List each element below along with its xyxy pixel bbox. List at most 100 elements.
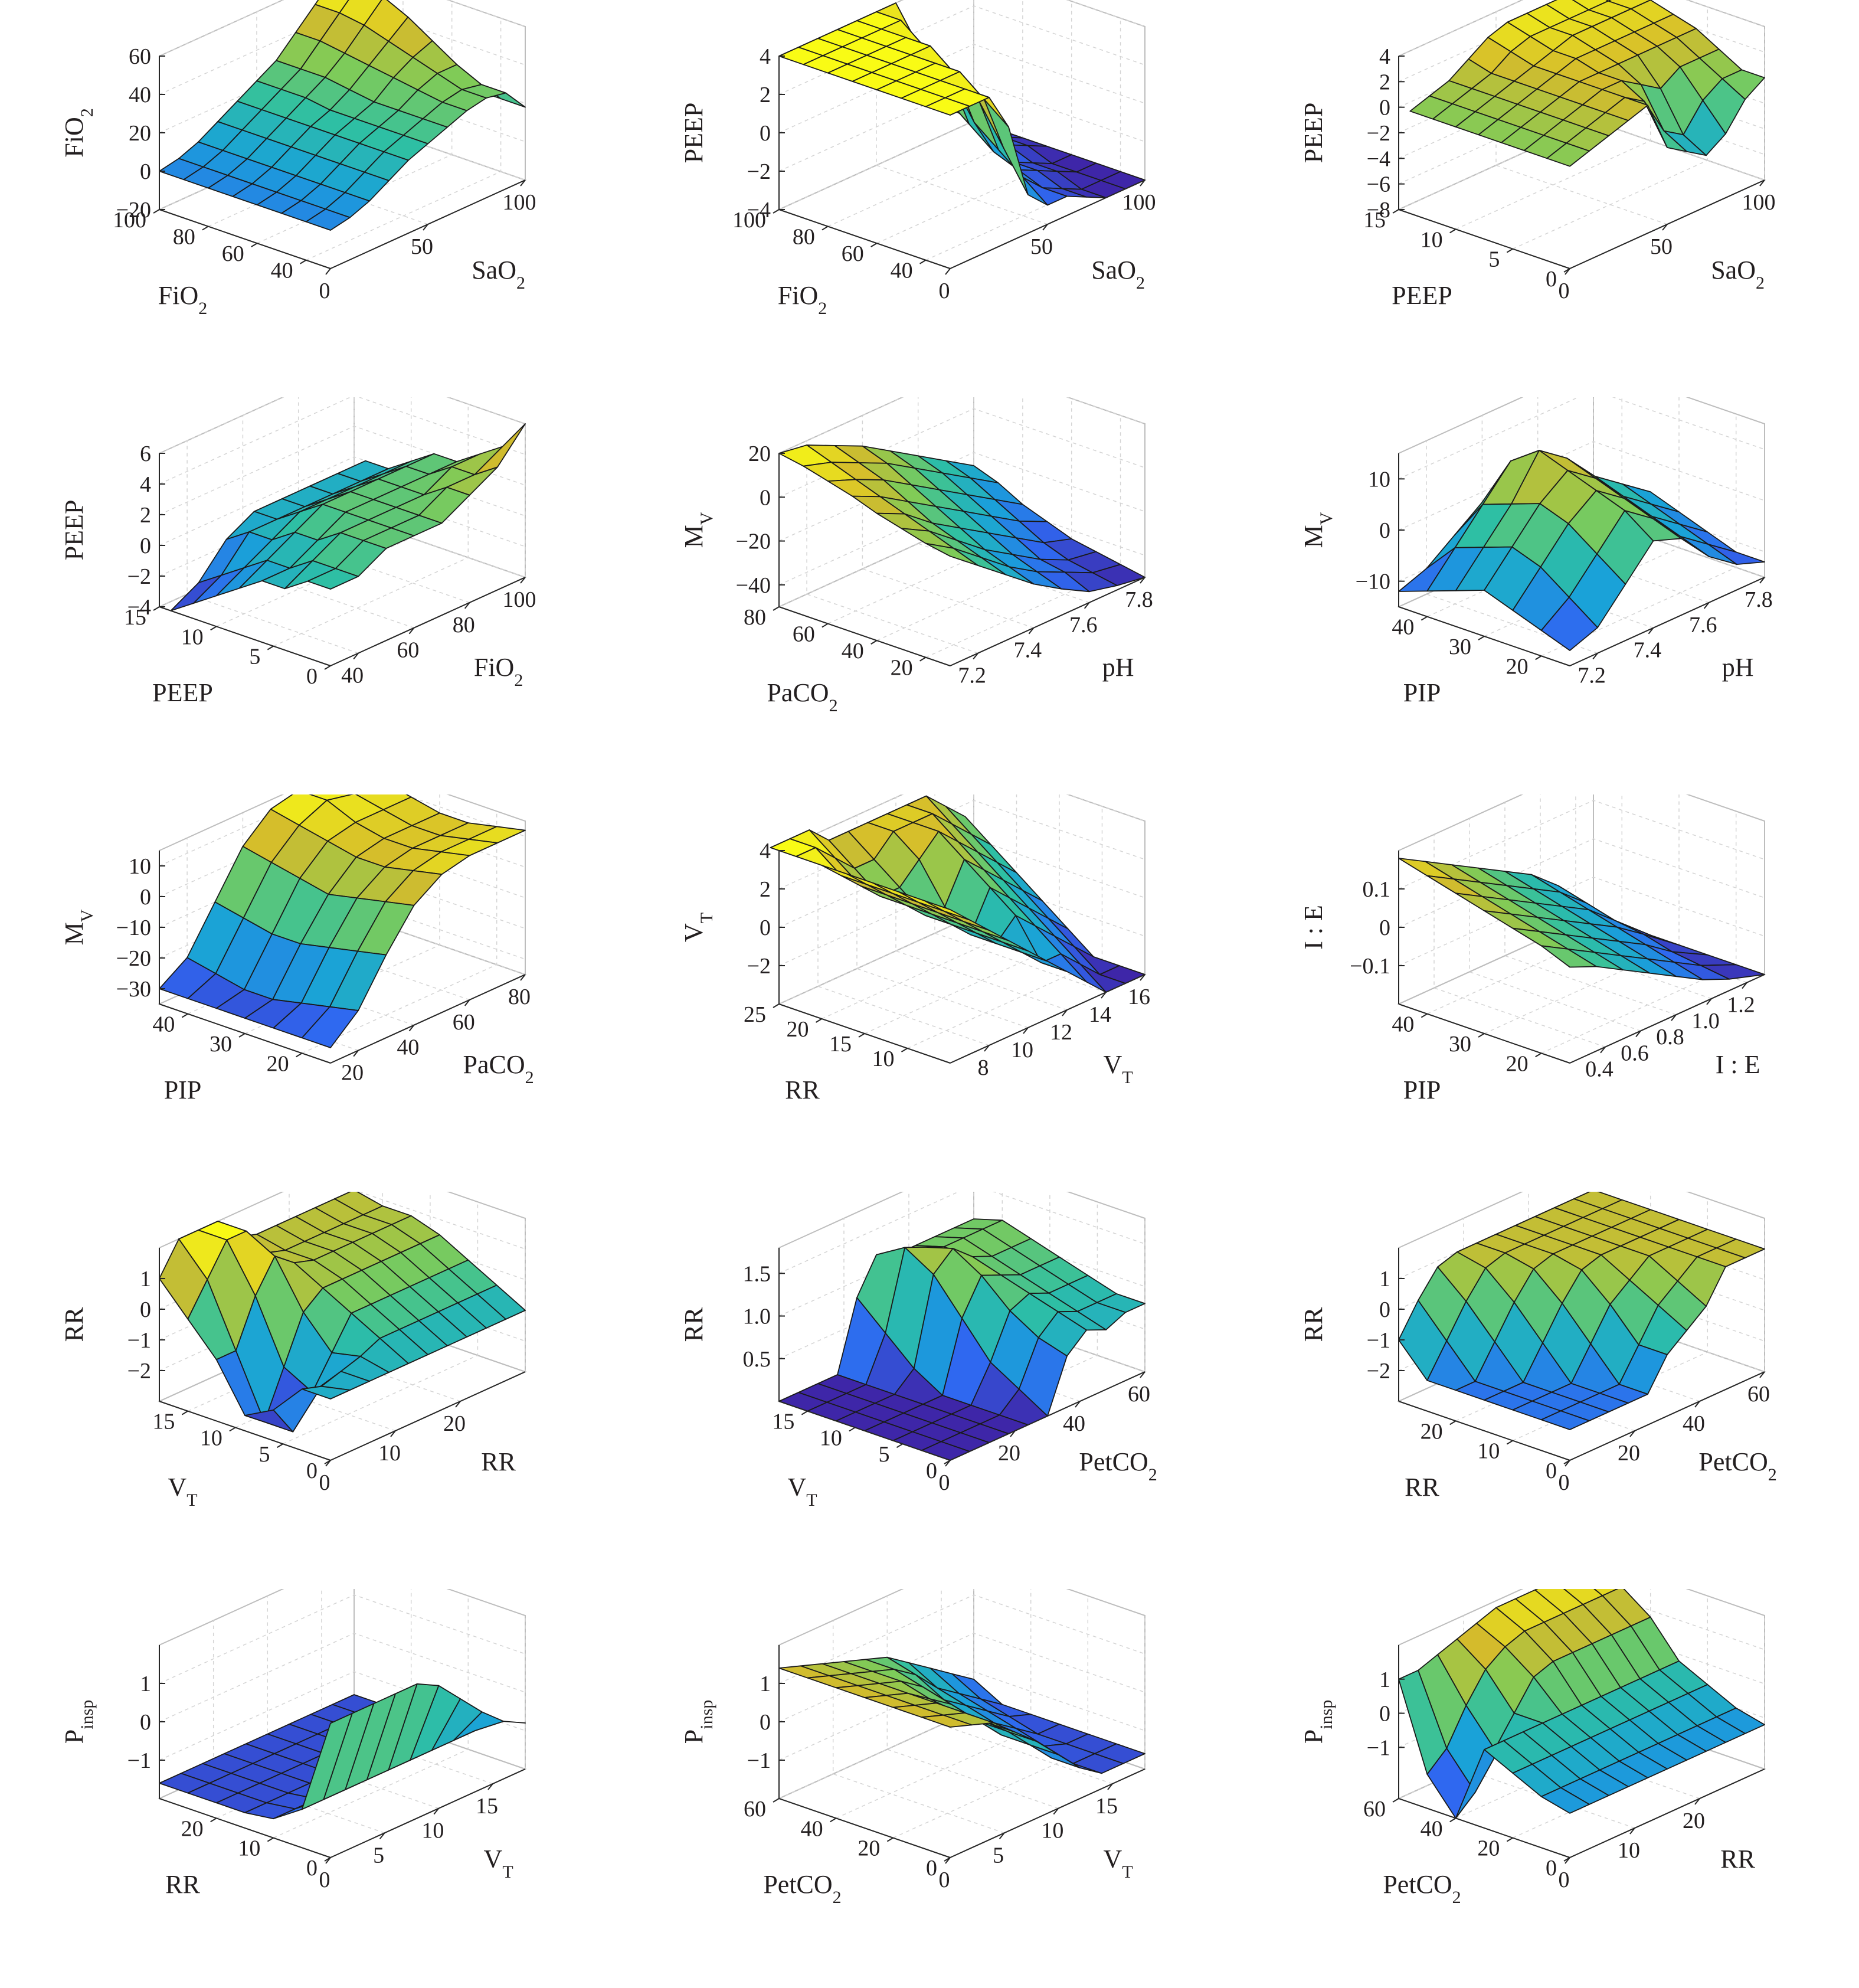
- x-tick-label: 7.8: [1125, 587, 1153, 612]
- y-tick: [251, 243, 258, 248]
- x-tick: [520, 577, 526, 584]
- z-tick-label: −4: [747, 198, 771, 223]
- y-axis-label-main: PEEP: [152, 678, 213, 707]
- gridline-x: [1540, 794, 1712, 999]
- z-tick-label: 0: [760, 121, 771, 146]
- x-axis-label-main: RR: [481, 1447, 516, 1476]
- surface-patch: [1540, 945, 1597, 968]
- gridline-x: [908, 1192, 1081, 1402]
- x-tick-label: 14: [1089, 1002, 1111, 1027]
- z-axis-label: Pinsp: [679, 1700, 716, 1744]
- x-axis-label-main: RR: [1720, 1845, 1755, 1873]
- z-tick-label: 6: [140, 442, 151, 466]
- y-tick: [858, 1033, 865, 1038]
- surface-plot-svg: 0 5 10 15 0 20 40 60 −1 0 1 VT PetCO2 Pinsp: [679, 1589, 1147, 1907]
- x-axis-line: [1569, 577, 1765, 666]
- x-axis-label-main: PaCO: [463, 1050, 525, 1079]
- x-axis-label-subscript: 2: [1136, 273, 1145, 293]
- x-tick: [379, 1832, 385, 1839]
- x-tick-label: 0: [319, 279, 330, 303]
- y-tick-label: 15: [772, 1410, 794, 1434]
- y-tick-label: 20: [1421, 1419, 1443, 1444]
- x-tick: [1140, 1371, 1145, 1378]
- y-tick: [815, 1018, 823, 1023]
- x-tick: [1703, 602, 1710, 609]
- gridline-z: [1398, 441, 1765, 531]
- y-axis-label-main: RR: [785, 1075, 820, 1104]
- surface: [159, 1683, 526, 1820]
- y-axis-label-subscript: 2: [198, 299, 207, 318]
- y-tick-label: 80: [744, 605, 766, 630]
- surface: [778, 1218, 1145, 1461]
- x-tick-label: 5: [993, 1843, 1004, 1868]
- y-tick-label: 0: [306, 1459, 318, 1483]
- gridline-z: [159, 1633, 526, 1722]
- z-axis-label: MV: [1299, 512, 1336, 548]
- x-axis-label: VT: [484, 1845, 513, 1882]
- y-tick: [276, 1443, 283, 1449]
- x-axis-label-subscript: 2: [1148, 1465, 1157, 1485]
- gridline-z: [159, 0, 526, 57]
- y-axis-label-subscript: 2: [829, 696, 838, 715]
- z-axis-label-group: RR: [60, 1307, 89, 1342]
- surface: [159, 0, 526, 231]
- y-axis-label: RR: [1405, 1473, 1439, 1502]
- y-axis-label-main: FiO: [158, 281, 198, 310]
- x-axis-line: [950, 1371, 1145, 1461]
- gridline-x: [832, 1620, 1004, 1834]
- x-axis-line: [950, 974, 1145, 1064]
- gridline-x: [973, 397, 1145, 578]
- y-tick: [1563, 1857, 1570, 1862]
- x-axis-label-subscript: T: [1122, 1862, 1133, 1882]
- y-tick-label: 15: [829, 1032, 852, 1057]
- y-axis-label: PetCO2: [763, 1870, 841, 1907]
- x-axis-label: FiO2: [474, 653, 523, 690]
- z-axis-label-main: P: [679, 1729, 708, 1744]
- x-axis-label: pH: [1102, 653, 1134, 682]
- z-tick-label: 1.0: [743, 1304, 771, 1329]
- x-tick-label: 60: [397, 638, 419, 663]
- x-tick-label: 0.8: [1656, 1025, 1684, 1049]
- z-axis-label: FiO2: [60, 108, 97, 157]
- x-axis-label-subscript: T: [502, 1862, 513, 1882]
- y-tick: [1535, 1052, 1542, 1058]
- x-tick: [520, 974, 526, 981]
- x-tick: [1671, 1014, 1677, 1021]
- x-axis-label: SaO2: [1091, 256, 1145, 293]
- surface-plot-svg: 7.2 7.4 7.6 7.8 20 30 40−10 0 10 pH PIP MV: [1299, 397, 1773, 707]
- x-tick-label: 10: [378, 1441, 401, 1466]
- y-axis-label: FiO2: [778, 281, 827, 318]
- y-tick: [229, 1427, 236, 1432]
- x-axis-label-subscript: 2: [525, 1068, 534, 1087]
- z-tick-label: 2: [140, 503, 151, 528]
- z-tick-label: 10: [129, 854, 151, 879]
- y-tick-label: 30: [1449, 1032, 1471, 1057]
- tick-labels: 0.4 0.6 0.8 1.0 1.2 20 30 40 −0.1 0 0.1: [1350, 877, 1755, 1082]
- gridline-z: [159, 794, 526, 867]
- x-tick: [1742, 982, 1747, 989]
- x-tick: [408, 1025, 415, 1032]
- z-axis-label-subscript: V: [77, 909, 97, 922]
- y-tick-label: 10: [181, 624, 204, 649]
- y-axis-label-main: PetCO: [1383, 1870, 1452, 1899]
- gridline-x: [973, 1192, 1145, 1372]
- y-axis-label-main: PIP: [1403, 1075, 1441, 1104]
- surface-plot-svg: 0.4 0.6 0.8 1.0 1.2 20 30 40 −0.1 0 0.1 I : E PIP I :…: [1299, 794, 1766, 1104]
- y-tick-label: 20: [1477, 1836, 1500, 1861]
- z-tick-label: 2: [760, 83, 771, 107]
- x-axis-label: RR: [1720, 1845, 1755, 1873]
- x-tick-label: 15: [476, 1794, 498, 1819]
- gridline-x: [1593, 397, 1765, 578]
- gridline-z: [1398, 800, 1765, 890]
- x-tick-label: 7.2: [958, 663, 986, 688]
- gridline-z: [1398, 877, 1765, 966]
- gridline-x: [256, 12, 428, 225]
- z-axis-label-group: VT: [679, 913, 716, 942]
- z-tick-label: −10: [116, 915, 151, 940]
- gridline-x: [267, 1595, 439, 1809]
- x-axis-label-main: pH: [1722, 653, 1754, 682]
- x-tick: [1140, 577, 1145, 584]
- y-tick: [1449, 1420, 1457, 1425]
- y-axis-label-subscript: 2: [833, 1888, 842, 1907]
